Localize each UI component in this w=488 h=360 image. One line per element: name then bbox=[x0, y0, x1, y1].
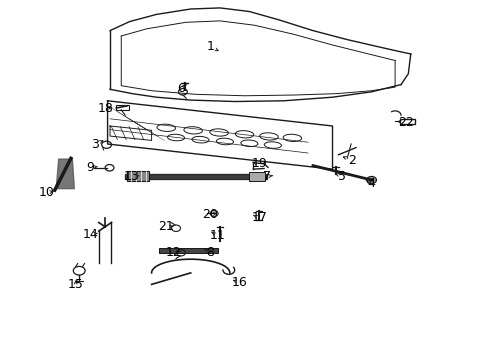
Polygon shape bbox=[56, 159, 74, 189]
FancyBboxPatch shape bbox=[127, 171, 149, 181]
Text: 8: 8 bbox=[206, 246, 214, 258]
Text: 18: 18 bbox=[97, 102, 113, 114]
Text: 15: 15 bbox=[68, 278, 83, 291]
Text: 7: 7 bbox=[262, 170, 270, 183]
Text: 19: 19 bbox=[251, 157, 266, 170]
Text: 20: 20 bbox=[202, 208, 218, 221]
Text: 16: 16 bbox=[231, 276, 247, 289]
Text: 10: 10 bbox=[39, 186, 54, 199]
Text: 11: 11 bbox=[209, 229, 225, 242]
Text: 17: 17 bbox=[251, 211, 266, 224]
Text: 2: 2 bbox=[347, 154, 355, 167]
Text: 3: 3 bbox=[91, 138, 99, 150]
FancyBboxPatch shape bbox=[159, 248, 217, 253]
Text: 14: 14 bbox=[82, 228, 98, 240]
Circle shape bbox=[366, 176, 376, 184]
Text: 6: 6 bbox=[177, 82, 184, 95]
Text: 1: 1 bbox=[206, 40, 214, 53]
Text: 22: 22 bbox=[397, 116, 413, 129]
Text: 12: 12 bbox=[165, 246, 181, 258]
Text: 9: 9 bbox=[86, 161, 94, 174]
Text: 4: 4 bbox=[367, 177, 375, 190]
Text: 5: 5 bbox=[338, 170, 346, 183]
FancyBboxPatch shape bbox=[249, 172, 264, 181]
Text: 13: 13 bbox=[124, 170, 140, 183]
Text: 21: 21 bbox=[158, 220, 174, 233]
